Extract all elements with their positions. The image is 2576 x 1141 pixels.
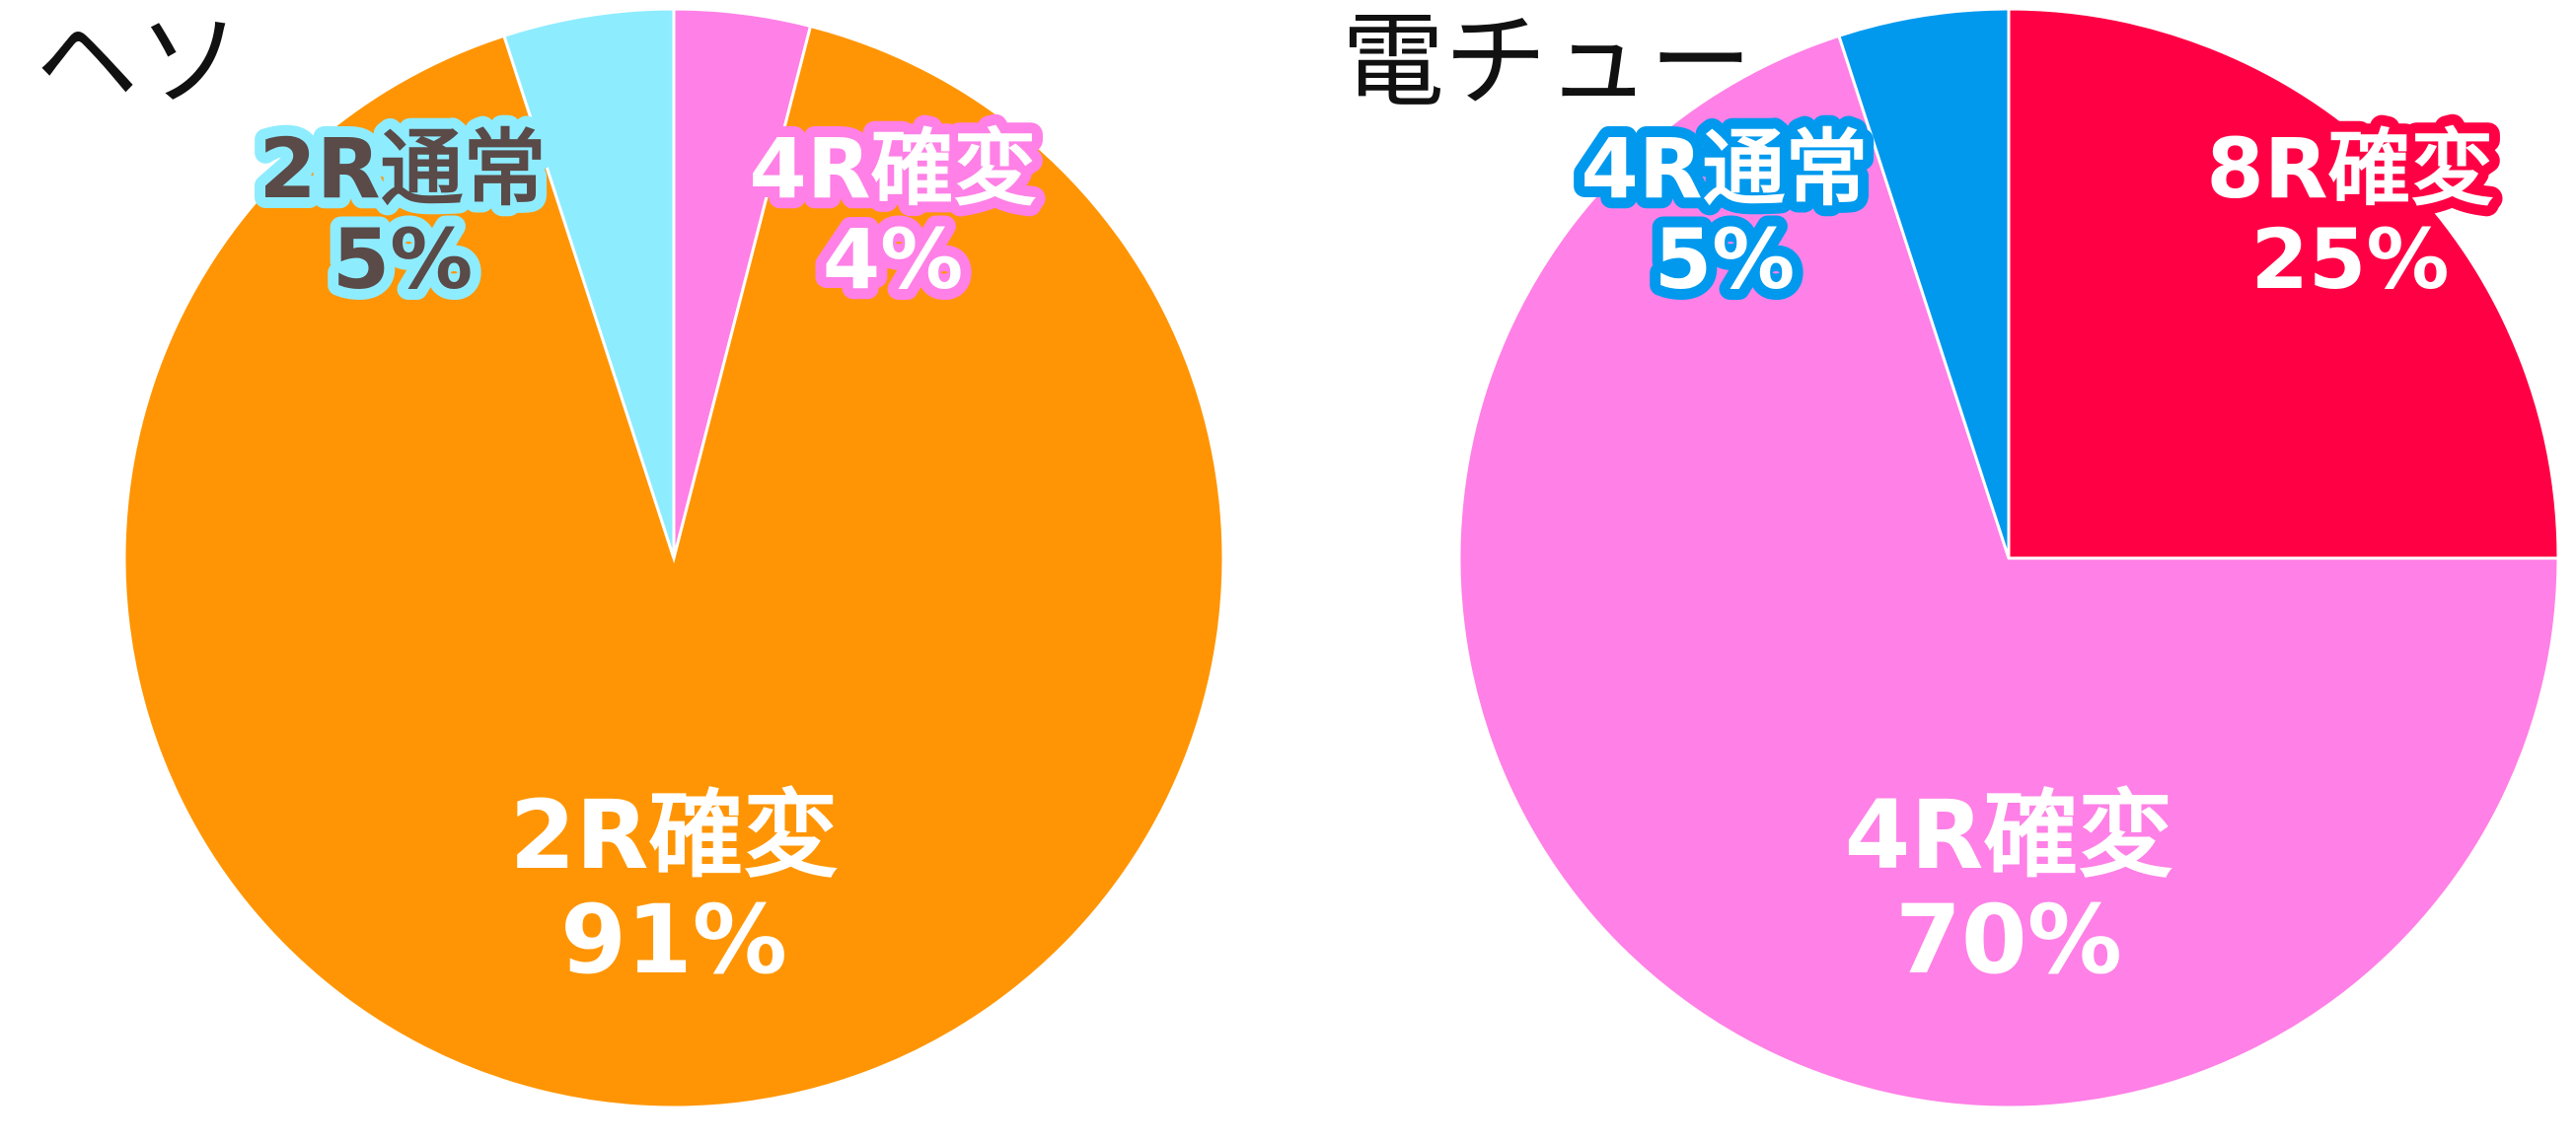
slice-label-name-1-1: 4R確変 <box>1845 780 2173 891</box>
slice-label-name-1-0: 8R確変 <box>2206 120 2493 217</box>
slice-label-value-1-0: 25% <box>2250 211 2449 308</box>
pie-chart-heso: 4R確変 4% 2R確変 91% 2R通常 5% <box>122 7 1225 1109</box>
pie-slice-1-1 <box>1457 34 2560 1109</box>
chart-title-denchu: 電チュー <box>1342 1 1753 121</box>
pie-slice-1-0 <box>2007 7 2560 560</box>
slice-label-value-0-0: 4% <box>823 211 964 308</box>
slice-label-0-2: 2R通常 5% <box>258 120 546 308</box>
chart-title-heso: ヘソ <box>36 1 242 121</box>
slice-label-name-0-1: 2R確変 <box>510 780 839 891</box>
slice-label-name-1-2: 4R通常 <box>1581 120 1868 217</box>
pie-chart-denchu: 8R確変 25% 4R確変 70% 4R通常 5% <box>1457 7 2560 1109</box>
pie-slice-0-2 <box>501 7 676 559</box>
slice-label-value-1-1: 70% <box>1895 885 2122 995</box>
slice-label-1-0: 8R確変 25% <box>2206 120 2493 308</box>
slice-label-1-1: 4R確変 70% <box>1845 780 2173 995</box>
slice-label-value-1-2: 5% <box>1655 211 1796 308</box>
slice-label-value-0-2: 5% <box>332 211 474 308</box>
slice-label-0-1: 2R確変 91% <box>510 780 839 995</box>
slice-label-name-0-2: 2R通常 <box>258 120 546 217</box>
slice-label-0-0: 4R確変 4% <box>749 120 1036 308</box>
slice-label-1-2: 4R通常 5% <box>1581 120 1868 308</box>
pie-slice-1-2 <box>1836 7 2011 559</box>
slice-label-value-0-1: 91% <box>560 885 787 995</box>
slice-label-name-0-0: 4R確変 <box>749 120 1036 217</box>
pie-slice-0-1 <box>122 24 1225 1109</box>
